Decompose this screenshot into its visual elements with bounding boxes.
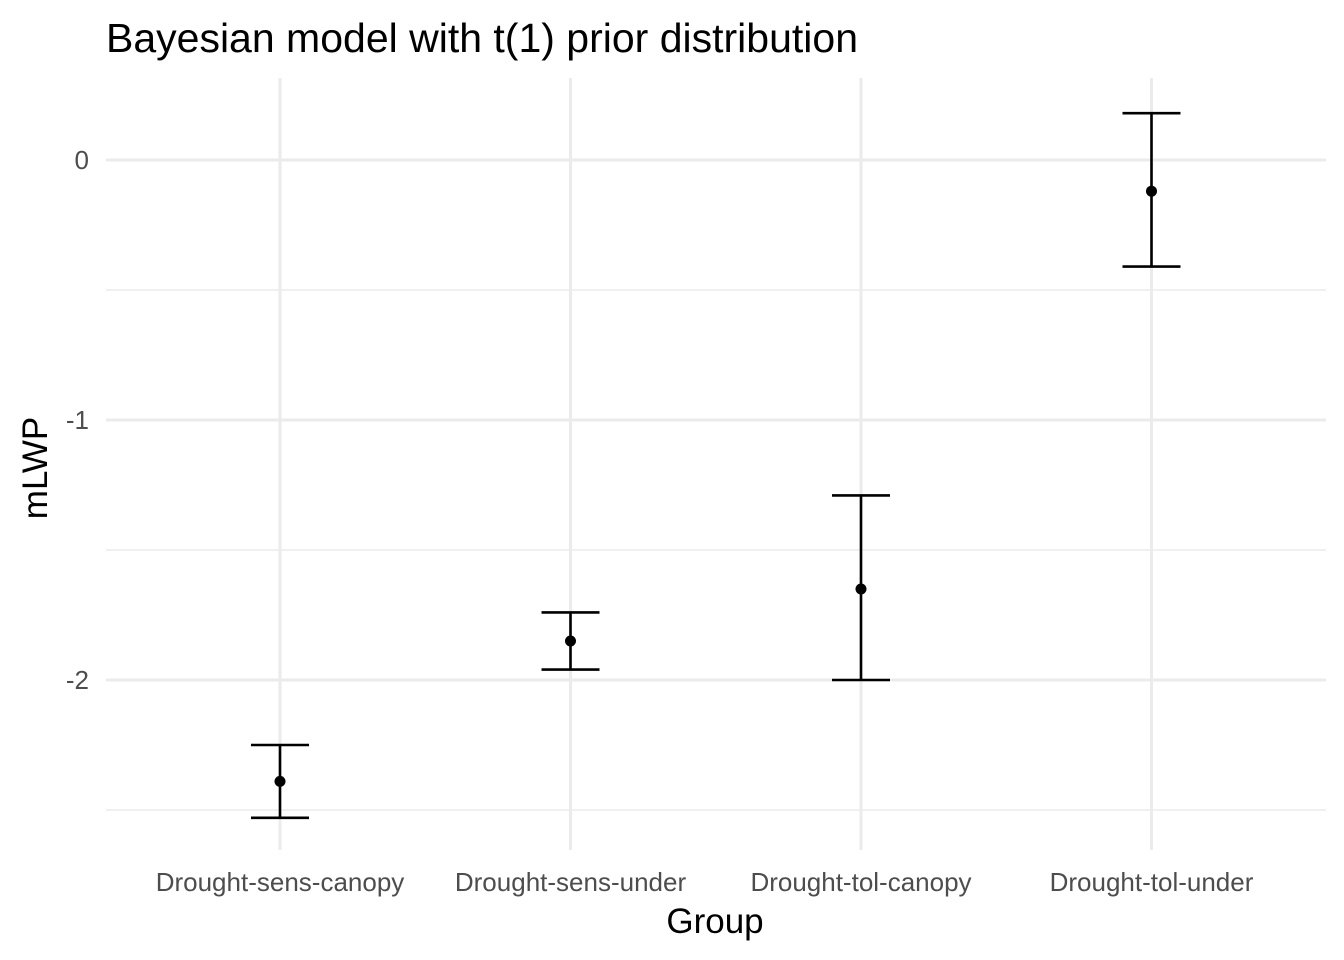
errorbar-group [541,611,600,671]
x-tick-labels: Drought-sens-canopy Drought-sens-under Dro… [156,867,1254,897]
grid-layer [106,78,1326,850]
y-axis-title: mLWP [16,417,55,519]
errorbar-group [832,494,890,682]
y-tick-label: -1 [66,405,89,435]
x-axis-title: Group [666,902,763,941]
estimate-point [855,583,867,595]
errorbar-group [251,743,309,820]
chart-title: Bayesian model with t(1) prior distribut… [106,15,858,61]
estimate-point [565,635,576,647]
estimate-point [1146,185,1157,197]
x-tick-label: Drought-sens-canopy [156,867,405,897]
x-tick-label: Drought-tol-canopy [750,867,971,897]
x-tick-label: Drought-tol-under [1050,867,1254,897]
estimate-point [274,775,286,787]
errorbar-group [1122,111,1181,268]
y-tick-label: 0 [75,145,89,175]
marks-layer [251,111,1181,820]
y-tick-labels: 0 -1 -2 [66,145,89,695]
x-tick-label: Drought-sens-under [455,867,687,897]
y-tick-label: -2 [66,665,89,695]
